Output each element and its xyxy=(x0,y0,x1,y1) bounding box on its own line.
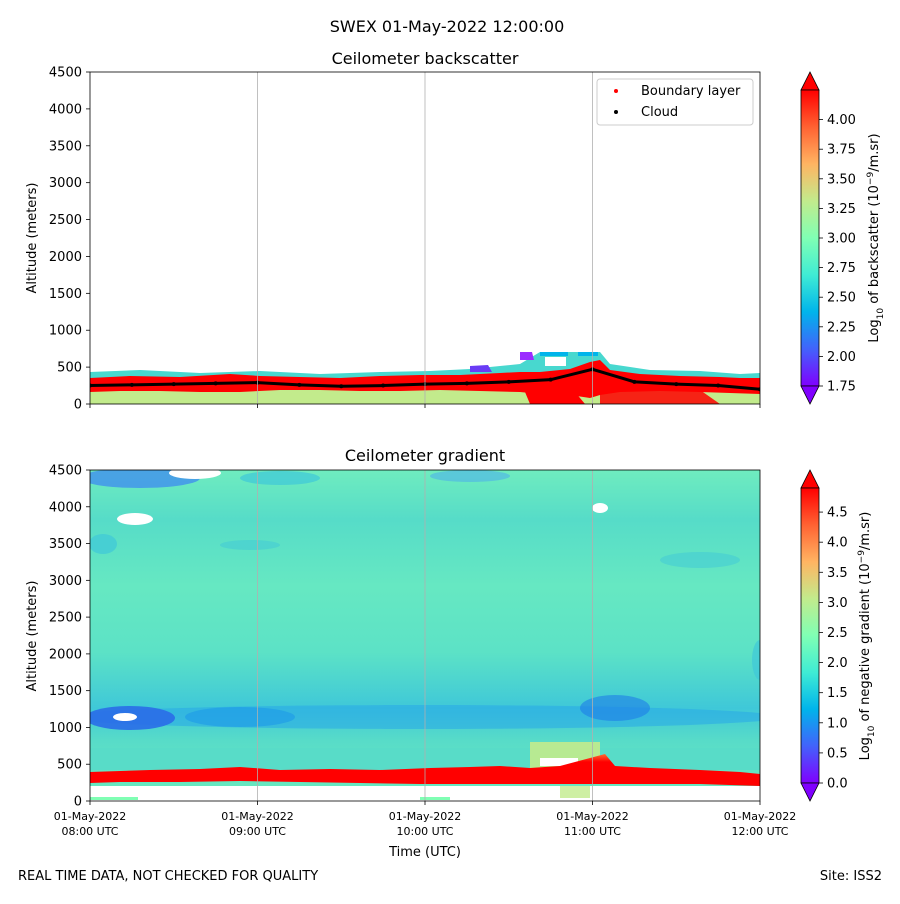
y-tick-label: 4500 xyxy=(49,464,82,479)
y-tick-label: 500 xyxy=(57,758,82,773)
colorbar-tick-label: 2.0 xyxy=(827,656,848,671)
cloud-point xyxy=(297,382,302,387)
x-tick-date: 01-May-2022 xyxy=(221,810,293,823)
cloud-point xyxy=(171,382,176,387)
y-tick-label: 500 xyxy=(57,361,82,376)
x-tick-time: 12:00 UTC xyxy=(731,825,788,838)
cloud-point xyxy=(716,383,721,388)
y-tick-label: 3000 xyxy=(49,176,82,191)
gradient-y-axis: 0 500 1000 1500 2000 2500 3000 3500 4000 4500 xyxy=(49,464,90,810)
backscatter-colorbar-label: Log10 of backscatter (10−9/m.sr) xyxy=(866,133,886,342)
x-tick-date: 01-May-2022 xyxy=(54,810,126,823)
gradient-ylabel: Altitude (meters) xyxy=(25,581,40,692)
y-tick-label: 0 xyxy=(74,398,82,413)
colorbar-tick-label: 3.0 xyxy=(827,596,848,611)
cloud-point xyxy=(339,384,344,389)
y-tick-label: 2000 xyxy=(49,250,82,265)
cloud-point xyxy=(548,377,553,382)
y-tick-label: 2500 xyxy=(49,611,82,626)
x-tick-time: 11:00 UTC xyxy=(564,825,621,838)
colorbar-tick-label: 4.00 xyxy=(827,113,856,128)
backscatter-colorbar: 1.75 2.00 2.25 2.50 2.75 3.00 3.25 3.50 3.75 4.00… xyxy=(800,71,886,405)
colorbar-tick-label: 3.75 xyxy=(827,143,856,158)
colorbar-tick-label: 3.25 xyxy=(827,202,856,217)
x-tick-date: 01-May-2022 xyxy=(556,810,628,823)
backscatter-grid xyxy=(257,72,593,404)
cloud-point xyxy=(464,381,469,386)
colorbar-tick-label: 4.5 xyxy=(827,506,848,521)
cloud-point xyxy=(213,381,218,386)
y-tick-label: 1500 xyxy=(49,287,82,302)
x-tick-date: 01-May-2022 xyxy=(724,810,796,823)
y-tick-label: 3500 xyxy=(49,537,82,552)
y-tick-label: 4000 xyxy=(49,102,82,117)
backscatter-y-axis: 0 500 1000 1500 2000 2500 3000 3500 4000 4500 xyxy=(49,66,90,413)
gradient-colorbar: 0.0 0.5 1.0 1.5 2.0 2.5 3.0 3.5 4.0 4.5 Log10 of … xyxy=(800,469,877,802)
cloud-point xyxy=(632,379,637,384)
legend-cloud-marker xyxy=(614,110,618,114)
backscatter-panel: Ceilometer backscatter xyxy=(25,49,886,413)
cloud-point xyxy=(381,383,386,388)
gradient-grid xyxy=(257,470,593,801)
x-tick-time: 10:00 UTC xyxy=(396,825,453,838)
gradient-heatmap xyxy=(90,470,760,801)
legend-cloud-label: Cloud xyxy=(641,105,678,120)
gradient-colorbar-label: Log10 of negative gradient (10−9/m.sr) xyxy=(857,512,877,761)
colorbar-tick-label: 2.50 xyxy=(827,291,856,306)
colorbar-tick-label: 2.5 xyxy=(827,626,848,641)
backscatter-x-ticks xyxy=(89,404,761,408)
y-tick-label: 2000 xyxy=(49,647,82,662)
cloud-point xyxy=(758,387,760,392)
legend-boundary-label: Boundary layer xyxy=(641,84,741,99)
colorbar-tick-label: 1.0 xyxy=(827,716,848,731)
x-tick-date: 01-May-2022 xyxy=(389,810,461,823)
colorbar-tick-label: 1.75 xyxy=(827,380,856,395)
legend-boundary-marker xyxy=(614,89,618,93)
colorbar-tick-label: 2.00 xyxy=(827,350,856,365)
x-tick-time: 09:00 UTC xyxy=(229,825,286,838)
gradient-panel: Ceilometer gradient xyxy=(25,446,877,860)
colorbar-tick-label: 0.5 xyxy=(827,746,848,761)
figure-title: SWEX 01-May-2022 12:00:00 xyxy=(330,17,565,36)
y-tick-label: 3000 xyxy=(49,574,82,589)
x-tick-time: 08:00 UTC xyxy=(61,825,118,838)
y-tick-label: 3500 xyxy=(49,139,82,154)
y-tick-label: 4000 xyxy=(49,500,82,515)
colorbar-tick-label: 3.50 xyxy=(827,172,856,187)
y-tick-label: 4500 xyxy=(49,66,82,81)
cloud-point xyxy=(506,379,511,384)
colorbar-tick-label: 3.5 xyxy=(827,566,848,581)
backscatter-ylabel: Altitude (meters) xyxy=(25,183,40,294)
colorbar-tick-label: 0.0 xyxy=(827,777,848,792)
backscatter-title: Ceilometer backscatter xyxy=(332,49,519,68)
colorbar-tick-label: 4.0 xyxy=(827,536,848,551)
y-tick-label: 2500 xyxy=(49,213,82,228)
gradient-title: Ceilometer gradient xyxy=(345,446,505,465)
colorbar-tick-label: 2.75 xyxy=(827,261,856,276)
y-tick-label: 1000 xyxy=(49,324,82,339)
cloud-points xyxy=(90,367,760,392)
cloud-point xyxy=(129,382,134,387)
y-tick-label: 0 xyxy=(74,795,82,810)
y-tick-label: 1500 xyxy=(49,684,82,699)
cloud-point xyxy=(674,382,679,387)
y-tick-label: 1000 xyxy=(49,721,82,736)
colorbar-tick-label: 3.00 xyxy=(827,232,856,247)
backscatter-legend: Boundary layer Cloud xyxy=(596,78,754,126)
colorbar-tick-label: 2.25 xyxy=(827,320,856,335)
gradient-xlabel: Time (UTC) xyxy=(388,845,461,860)
colorbar-tick-label: 1.5 xyxy=(827,686,848,701)
cloud-point xyxy=(90,383,92,388)
site-label: Site: ISS2 xyxy=(819,869,882,884)
data-quality-notice: REAL TIME DATA, NOT CHECKED FOR QUALITY xyxy=(18,869,319,884)
gradient-x-axis: 01-May-2022 08:00 UTC 01-May-2022 09:00 UTC… xyxy=(54,801,796,838)
